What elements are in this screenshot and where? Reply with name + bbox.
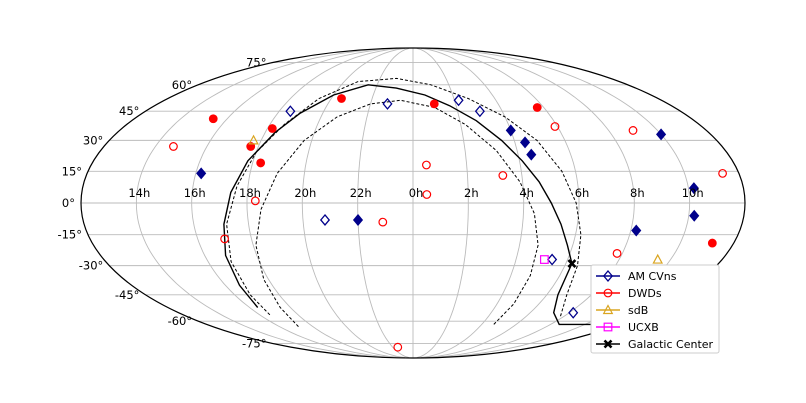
dwds-point [337, 94, 346, 103]
x-tick-labels: 14h 16h 18h 20h 22h 0h 2h 4h 6h 8h 10h [128, 186, 703, 200]
am-cvns-point [526, 148, 537, 161]
series-ucxb [539, 255, 549, 264]
data-points [169, 94, 727, 352]
dwds-point [532, 103, 542, 112]
y-tick-label: 75° [246, 56, 266, 70]
legend-label: sdB [628, 304, 648, 317]
x-tick-label: 22h [350, 186, 372, 200]
dwds-point [707, 238, 717, 248]
dwds-point [422, 190, 432, 199]
y-tick-label: 15° [62, 164, 82, 178]
am-cvns-point [319, 213, 331, 226]
dwds-point [250, 196, 260, 206]
dwds-point [612, 249, 622, 258]
legend: AM CVns DWDs sdB UCXB Galactic Center [590, 264, 720, 354]
series-am-cvns [196, 94, 700, 319]
am-cvns-point [382, 97, 393, 110]
legend-frame [590, 264, 720, 354]
legend-item-galactic-center: Galactic Center [596, 338, 714, 351]
y-tick-label: 60° [172, 78, 192, 92]
x-tick-label: 8h [630, 186, 645, 200]
x-tick-label: 10h [682, 186, 704, 200]
ucxb-point [539, 255, 549, 264]
x-tick-label: 20h [294, 186, 316, 200]
legend-marker-ucxb [603, 322, 613, 332]
legend-item-dwds: DWDs [596, 287, 662, 300]
y-tick-label: 30° [83, 133, 103, 147]
dwds-point [393, 342, 403, 352]
legend-marker-galactic-center [603, 339, 613, 349]
dwds-point [550, 122, 560, 131]
dwds-point [267, 124, 277, 133]
am-cvns-point [547, 253, 558, 266]
series-dwds [169, 94, 727, 352]
legend-item-ucxb: UCXB [596, 321, 659, 334]
y-tick-label: 45° [119, 104, 139, 118]
x-tick-label: 18h [239, 186, 261, 200]
dwds-point [220, 234, 230, 244]
x-tick-label: 14h [128, 186, 150, 200]
legend-item-am-cvns: AM CVns [596, 269, 677, 283]
am-cvns-point [519, 136, 531, 149]
galactic-band-lower-line [255, 99, 539, 328]
sdb-point [248, 134, 259, 145]
legend-label: Galactic Center [628, 338, 714, 351]
dwds-point [422, 160, 431, 170]
dwds-point [246, 142, 256, 151]
x-tick-label: 6h [575, 186, 590, 200]
galactic-center-point [567, 259, 577, 269]
sky-outline [80, 47, 746, 359]
x-tick-label: 4h [519, 186, 534, 200]
dwds-point [498, 171, 508, 180]
dwds-point [169, 142, 178, 151]
series-galactic-center [567, 259, 577, 269]
y-tick-label: -15° [57, 228, 82, 242]
y-tick-labels: 75° 60° 45° 30° 15° 0° -15° -30° -45° -60° -75° [57, 56, 266, 351]
dwds-point [429, 99, 439, 109]
am-cvns-point [285, 105, 296, 118]
am-cvns-point [505, 124, 516, 137]
am-cvns-point [453, 94, 464, 107]
x-tick-label: 16h [184, 186, 206, 200]
y-tick-label: -45° [115, 288, 140, 302]
dwds-point [208, 114, 218, 124]
dwds-point [378, 217, 388, 227]
am-cvns-point [196, 167, 207, 180]
y-tick-label: -30° [79, 259, 104, 273]
dwds-point [256, 158, 266, 168]
legend-marker-sdb [602, 304, 614, 315]
legend-item-sdb: sdB [596, 304, 648, 317]
legend-items: AM CVns DWDs sdB UCXB Galactic Center [596, 269, 714, 351]
am-cvns-point [631, 224, 642, 237]
legend-marker-dwds [603, 288, 613, 298]
y-tick-label: -60° [168, 314, 193, 328]
galactic-band-upper-line [226, 77, 582, 317]
x-tick-label: 0h [409, 186, 424, 200]
legend-label: AM CVns [628, 270, 677, 283]
am-cvns-point [656, 128, 667, 141]
am-cvns-point [568, 306, 579, 319]
dwds-point [718, 168, 727, 178]
am-cvns-point [352, 213, 364, 226]
sdb-point [652, 253, 664, 264]
am-cvns-point [474, 105, 485, 118]
legend-label: DWDs [628, 287, 662, 300]
y-tick-label: -75° [242, 336, 267, 350]
am-cvns-point [689, 209, 700, 222]
legend-label: UCXB [628, 321, 659, 334]
legend-marker-am-cvns [602, 269, 614, 283]
y-tick-label: 0° [62, 196, 75, 210]
series-sdb [248, 134, 664, 264]
dwds-point [628, 126, 638, 135]
galactic-plane-line [223, 84, 596, 326]
x-tick-label: 2h [464, 186, 479, 200]
am-cvns-point [688, 182, 699, 195]
